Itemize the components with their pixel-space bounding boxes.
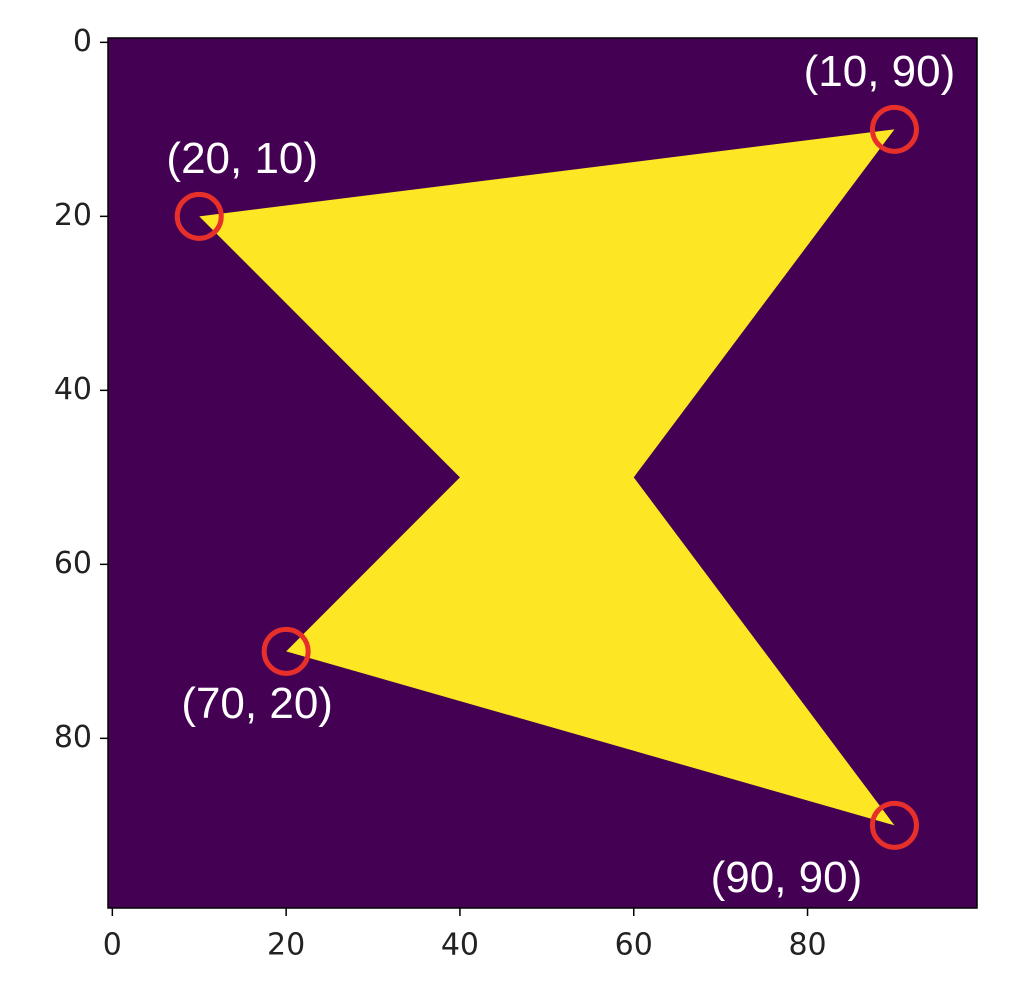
x-tick-label: 40 — [441, 928, 479, 963]
y-tick-label: 40 — [54, 372, 92, 407]
vertex-marker — [261, 626, 311, 676]
x-tick-label: 60 — [615, 928, 653, 963]
vertex-marker — [174, 191, 224, 241]
vertex-marker — [869, 104, 919, 154]
vertex-label: (10, 90) — [804, 47, 956, 96]
vertex-label: (70, 20) — [181, 679, 333, 728]
mask-shape — [199, 129, 895, 826]
y-tick-label: 0 — [73, 24, 92, 59]
y-tick-label: 80 — [54, 720, 92, 755]
x-tick-label: 0 — [103, 928, 122, 963]
axes-frame — [107, 37, 978, 909]
x-tick-label: 80 — [788, 928, 826, 963]
vertex-marker — [869, 800, 919, 850]
vertex-label: (90, 90) — [711, 853, 863, 902]
vertex-label: (20, 10) — [166, 134, 318, 183]
y-tick-label: 20 — [54, 198, 92, 233]
y-tick-label: 60 — [54, 546, 92, 581]
x-tick-label: 20 — [267, 928, 305, 963]
